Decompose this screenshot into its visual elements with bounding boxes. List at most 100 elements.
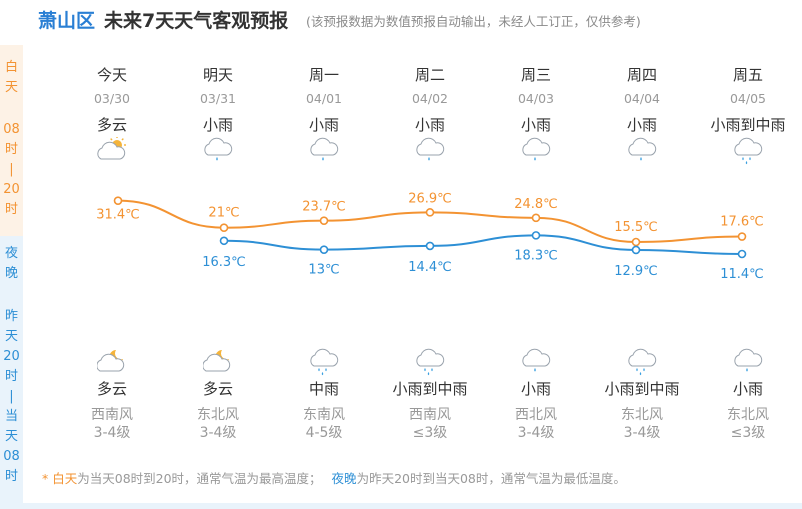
high-temp-label: 26.9℃ <box>408 191 452 206</box>
low-temp-point <box>631 245 641 255</box>
partly-cloudy-sun-icon <box>62 137 162 167</box>
low-temp-label: 16.3℃ <box>202 255 246 270</box>
disclaimer-note: (该预报数据为数值预报自动输出，未经人工订正，仅供参考) <box>306 14 641 29</box>
city-name[interactable]: 萧山区 <box>38 10 96 32</box>
low-temp-line <box>223 234 743 255</box>
wind-direction: 西南风 <box>91 407 133 423</box>
night-time-char: 当 <box>4 409 18 424</box>
night-time-char: 天 <box>4 429 18 444</box>
high-temp-point <box>631 237 641 247</box>
moderate-rain-icon <box>592 348 692 378</box>
low-temp-label: 11.4℃ <box>720 267 764 282</box>
partly-cloudy-moon-icon <box>168 348 268 378</box>
day-weather: 小雨 <box>626 116 657 134</box>
low-temp-label: 12.9℃ <box>614 264 658 279</box>
night-time-char: 08 <box>3 449 20 464</box>
wind-level: 3-4级 <box>199 425 237 441</box>
low-temp-point <box>319 245 329 254</box>
wind-level: ≤3级 <box>412 425 448 441</box>
wind-level: 3-4级 <box>93 425 131 441</box>
high-temp-line <box>117 199 743 244</box>
moderate-rain-icon <box>274 348 374 378</box>
night-time-char: 时 <box>4 469 18 484</box>
header: 萧山区 未来7天天气客观预报 (该预报数据为数值预报自动输出，未经人工订正，仅供… <box>0 0 802 40</box>
day-time-char: | <box>9 162 14 177</box>
high-temp-label: 21℃ <box>208 206 239 221</box>
wind-direction: 东北风 <box>727 407 769 423</box>
high-temp-point <box>425 208 435 217</box>
night-time-char: 时 <box>4 369 18 384</box>
day-time-char: 时 <box>4 142 18 157</box>
low-temp-point <box>737 249 747 259</box>
date: 04/03 <box>517 91 555 106</box>
date: 04/04 <box>623 91 661 106</box>
light-rain-icon <box>274 137 374 167</box>
light-rain-icon <box>592 137 692 167</box>
footnote-day-term: 白天 <box>52 471 78 486</box>
day-period-sidebar <box>0 45 23 236</box>
day-label-char: 天 <box>4 80 18 95</box>
light-rain-icon <box>486 137 586 167</box>
low-temp-label: 14.4℃ <box>408 260 452 275</box>
date: 04/01 <box>305 91 343 106</box>
day-weather: 小雨 <box>202 116 233 134</box>
day-label-char: 白 <box>4 60 18 75</box>
night-weather: 小雨到中雨 <box>604 380 680 398</box>
day-weather: 小雨 <box>520 116 551 134</box>
low-temp-point <box>425 241 435 251</box>
day-time-char: 20 <box>3 182 20 197</box>
day-weather: 多云 <box>96 116 127 134</box>
night-weather: 多云 <box>202 380 233 398</box>
moderate-rain-icon <box>380 348 480 378</box>
low-temp-point <box>219 236 229 246</box>
night-period-sidebar <box>0 236 23 504</box>
day-name: 周五 <box>732 66 763 84</box>
high-temp-point <box>113 196 123 205</box>
light-rain-icon <box>698 348 798 378</box>
night-weather: 小雨到中雨 <box>392 380 468 398</box>
wind-direction: 东南风 <box>303 407 345 423</box>
day-name: 明天 <box>202 66 233 84</box>
wind-level: 3-4级 <box>623 425 661 441</box>
footnote: * 白天为当天08时到20时，通常气温为最高温度； 夜晚为昨天20时到当天08时… <box>42 468 626 487</box>
night-weather: 小雨 <box>732 380 763 398</box>
partly-cloudy-moon-icon <box>62 348 162 378</box>
day-name: 周三 <box>520 66 551 84</box>
footnote-star: * <box>42 471 49 486</box>
light-rain-icon <box>486 348 586 378</box>
night-label-char: 夜 <box>4 246 18 261</box>
low-temp-label: 18.3℃ <box>514 248 558 263</box>
footnote-night-term: 夜晚 <box>331 471 357 486</box>
day-time-char: 时 <box>4 202 18 217</box>
wind-level: 4-5级 <box>305 425 343 441</box>
day-name: 周一 <box>308 66 339 84</box>
high-temp-point <box>319 216 329 225</box>
date: 03/31 <box>199 91 237 106</box>
night-weather: 多云 <box>96 380 127 398</box>
wind-direction: 西南风 <box>409 407 451 423</box>
wind-direction: 东北风 <box>197 407 239 423</box>
wind-direction: 西北风 <box>515 407 557 423</box>
night-time-char: 昨 <box>4 309 18 324</box>
day-name: 今天 <box>96 66 127 84</box>
day-weather: 小雨 <box>308 116 339 134</box>
high-temp-label: 17.6℃ <box>720 215 764 230</box>
light-rain-icon <box>380 137 480 167</box>
high-temp-point <box>531 213 541 223</box>
date: 03/30 <box>93 91 131 106</box>
low-temp-point <box>531 231 541 240</box>
low-temp-label: 13℃ <box>308 263 339 278</box>
day-name: 周二 <box>414 66 445 84</box>
date: 04/02 <box>411 91 449 106</box>
night-time-char: 天 <box>4 329 18 344</box>
high-temp-label: 23.7℃ <box>302 200 346 215</box>
day-time-char: 08 <box>3 122 20 137</box>
bottom-border <box>0 503 802 509</box>
wind-level: ≤3级 <box>730 425 766 441</box>
footnote-night-text: 为昨天20时到当天08时，通常气温为最低温度。 <box>356 471 626 486</box>
day-name: 周四 <box>626 66 657 84</box>
day-weather: 小雨到中雨 <box>710 116 786 134</box>
night-time-char: 20 <box>3 349 20 364</box>
night-label-char: 晚 <box>4 266 18 281</box>
day-weather: 小雨 <box>414 116 445 134</box>
